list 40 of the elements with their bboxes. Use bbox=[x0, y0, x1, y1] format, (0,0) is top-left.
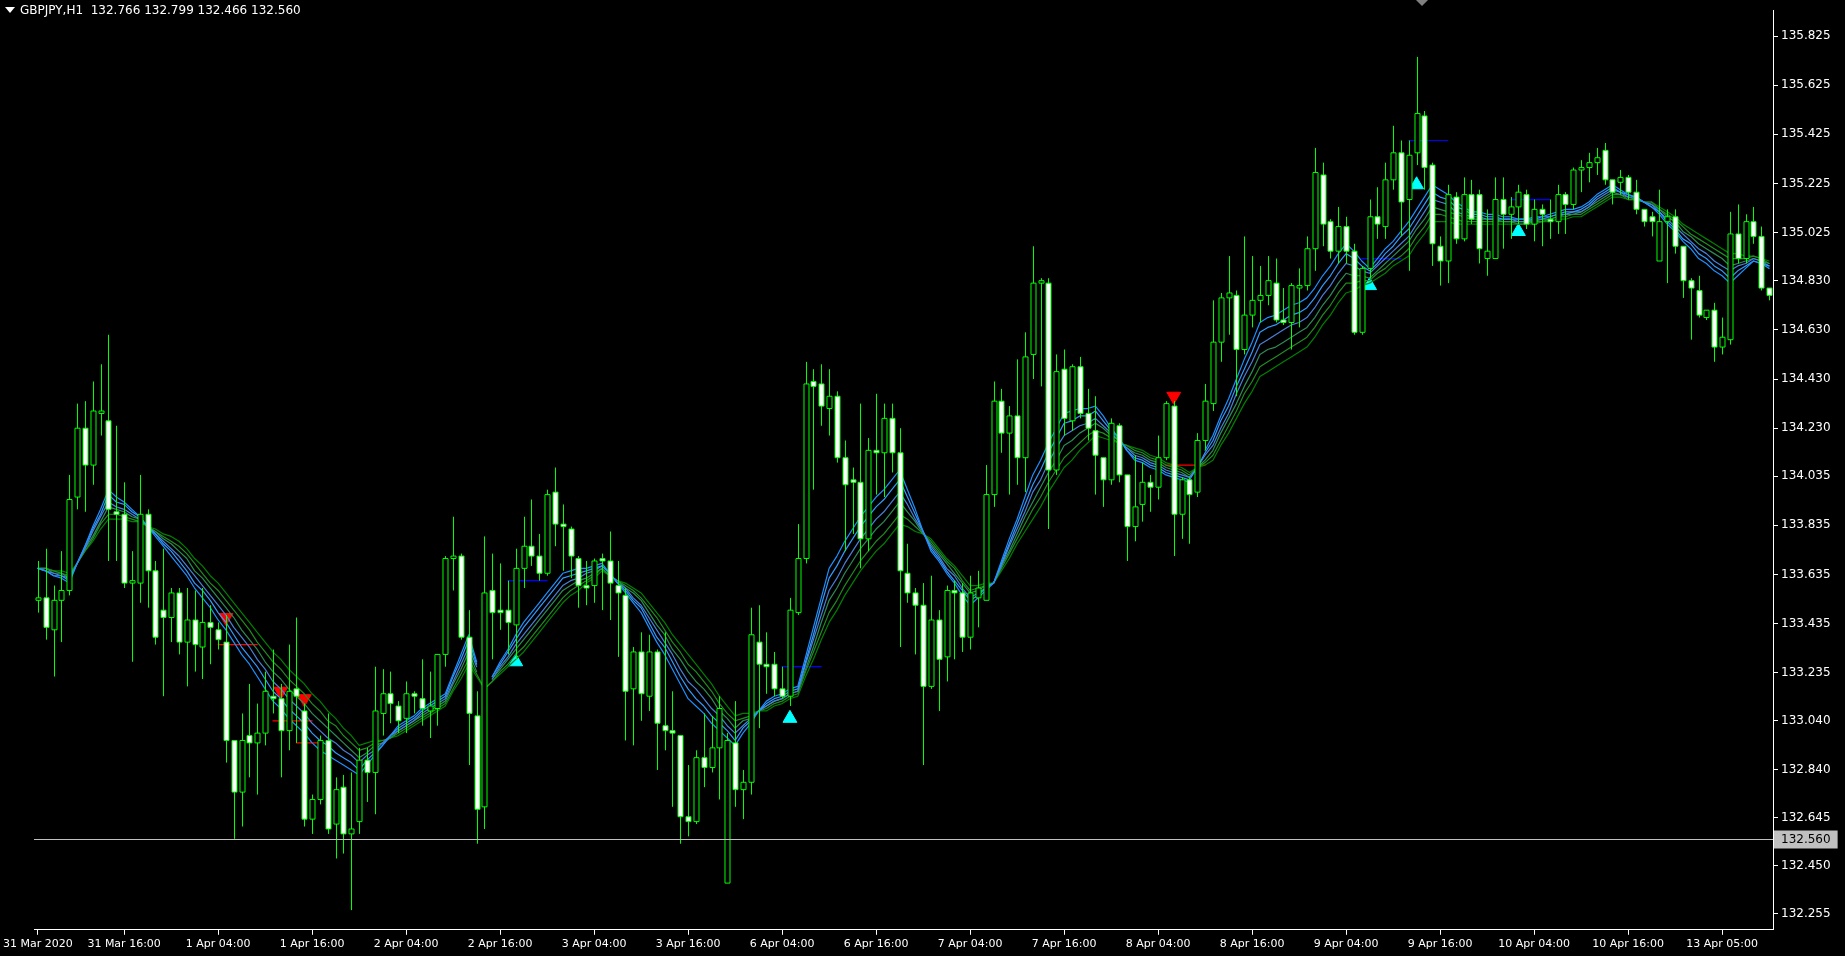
y-tick-label: 135.025 bbox=[1781, 224, 1831, 239]
y-tick-label: 132.645 bbox=[1781, 810, 1831, 825]
y-tick-label: 133.235 bbox=[1781, 664, 1831, 679]
x-tick-label: 6 Apr 16:00 bbox=[843, 937, 909, 951]
x-tick-label: 2 Apr 16:00 bbox=[467, 937, 533, 951]
x-tick-label: 3 Apr 16:00 bbox=[655, 937, 721, 951]
y-tick-label: 134.430 bbox=[1781, 371, 1831, 386]
y-tick-label: 133.835 bbox=[1781, 517, 1831, 532]
y-tick-label: 134.230 bbox=[1781, 420, 1831, 435]
y-tick-label: 134.630 bbox=[1781, 321, 1831, 336]
y-tick-label: 132.450 bbox=[1781, 858, 1831, 872]
y-tick-label: 134.035 bbox=[1781, 468, 1831, 483]
x-tick-label: 10 Apr 04:00 bbox=[1498, 937, 1570, 951]
y-tick-label: 135.225 bbox=[1781, 175, 1831, 190]
x-tick-label: 31 Mar 16:00 bbox=[87, 937, 161, 951]
x-tick-label: 7 Apr 04:00 bbox=[937, 937, 1003, 951]
x-tick-label: 13 Apr 05:00 bbox=[1686, 937, 1758, 951]
y-tick-label: 135.425 bbox=[1781, 126, 1831, 141]
y-tick-label: 135.625 bbox=[1781, 77, 1831, 92]
ref-line-label: 132.560 bbox=[1781, 831, 1831, 846]
x-tick-label: 1 Apr 16:00 bbox=[279, 937, 345, 951]
x-tick-label: 9 Apr 04:00 bbox=[1313, 937, 1379, 951]
y-tick-label: 132.255 bbox=[1781, 905, 1831, 920]
y-tick-label: 133.435 bbox=[1781, 615, 1831, 630]
x-tick-label: 1 Apr 04:00 bbox=[185, 937, 251, 951]
y-tick-label: 132.840 bbox=[1781, 762, 1831, 777]
y-tick-label: 134.830 bbox=[1781, 272, 1831, 287]
x-tick-label: 6 Apr 04:00 bbox=[749, 937, 815, 951]
x-tick-label: 3 Apr 04:00 bbox=[561, 937, 627, 951]
y-tick-label: 135.825 bbox=[1781, 28, 1831, 43]
x-tick-label: 7 Apr 16:00 bbox=[1031, 937, 1097, 951]
x-tick-label: 2 Apr 04:00 bbox=[373, 937, 439, 951]
x-tick-label: 9 Apr 16:00 bbox=[1407, 937, 1473, 951]
x-tick-label: 31 Mar 2020 bbox=[3, 937, 73, 951]
x-tick-label: 8 Apr 16:00 bbox=[1219, 937, 1285, 951]
chart-title: GBPJPY,H1 132.766 132.799 132.466 132.560 bbox=[20, 3, 301, 17]
x-tick-label: 8 Apr 04:00 bbox=[1125, 937, 1191, 951]
y-tick-label: 133.040 bbox=[1781, 712, 1831, 727]
y-tick-label: 133.635 bbox=[1781, 566, 1831, 581]
x-tick-label: 10 Apr 16:00 bbox=[1592, 937, 1664, 951]
